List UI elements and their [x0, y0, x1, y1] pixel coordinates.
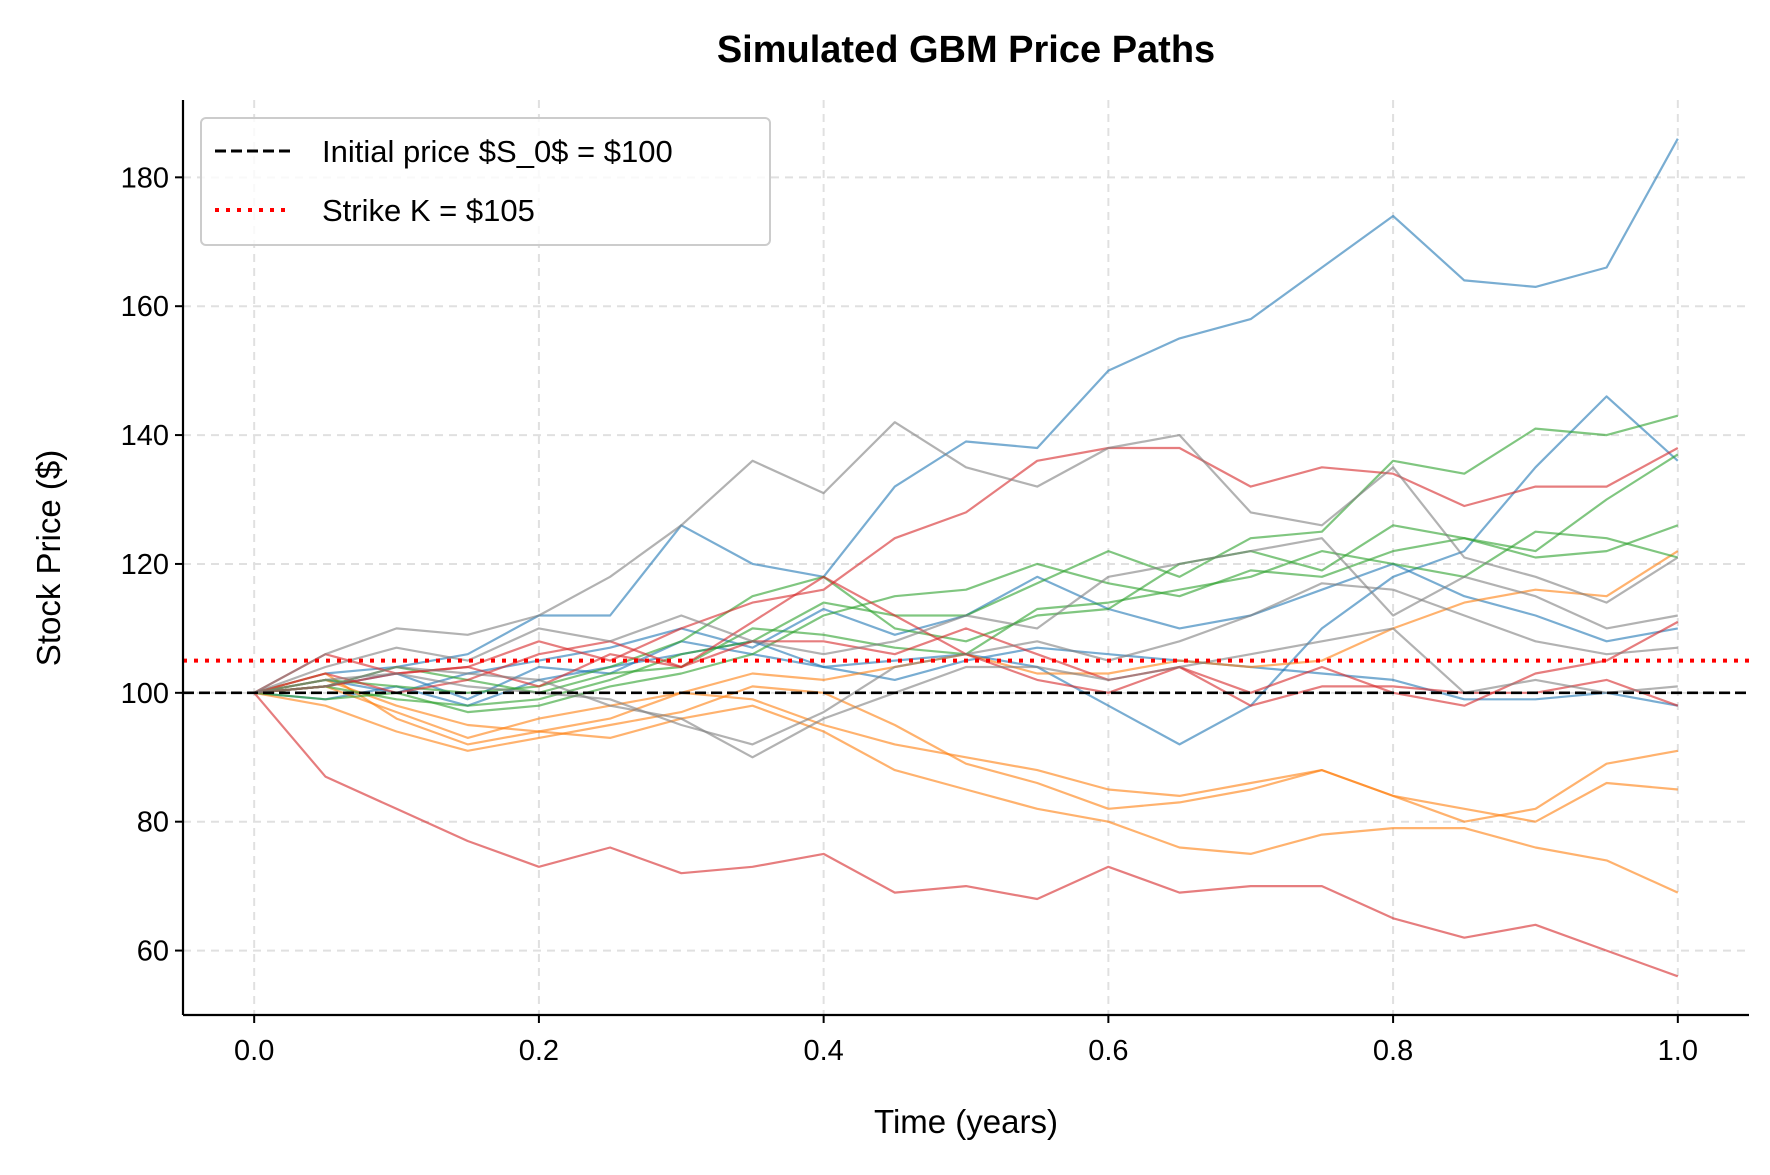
legend: Initial price $S_0$ = $100 Strike K = $1…	[200, 117, 771, 246]
price-path-19	[254, 582, 1678, 746]
x-tick-label: 0.2	[519, 1035, 559, 1067]
chart-title: Simulated GBM Price Paths	[717, 29, 1215, 71]
x-tick-label: 0.6	[1088, 1035, 1128, 1067]
y-tick-label: 60	[137, 936, 169, 968]
price-path-11	[254, 524, 1679, 714]
y-tick-label: 100	[121, 678, 169, 710]
price-path-1	[253, 138, 1679, 694]
legend-label-strike: Strike K = $105	[322, 193, 535, 228]
reference-lines	[183, 658, 1749, 695]
price-path-18	[253, 537, 1678, 694]
y-tick-label: 180	[121, 162, 169, 194]
price-path-20	[254, 627, 1678, 759]
price-path-17	[253, 421, 1679, 694]
x-tick-label: 0.0	[234, 1035, 274, 1067]
x-tick-label: 0.8	[1373, 1035, 1413, 1067]
price-path-13	[253, 446, 1679, 694]
x-axis-label: Time (years)	[874, 1103, 1058, 1140]
price-path-16	[253, 692, 1679, 978]
price-paths	[253, 138, 1679, 978]
y-tick-label: 160	[121, 291, 169, 323]
price-path-14	[253, 620, 1679, 707]
price-path-10	[254, 453, 1679, 694]
y-axis-label: Stock Price ($)	[30, 450, 67, 666]
x-tick-label: 1.0	[1658, 1035, 1698, 1067]
price-path-7	[254, 685, 1678, 823]
x-tick-label: 0.4	[803, 1035, 843, 1067]
legend-box	[200, 117, 771, 246]
legend-label-initial: Initial price $S_0$ = $100	[322, 134, 673, 169]
y-tick-label: 120	[121, 549, 169, 581]
price-path-8	[253, 672, 1679, 894]
axes: 0.0 0.2 0.4 0.6 0.8 1.0 60 80 100 120 140 160 180	[121, 100, 1749, 1067]
price-path-6	[254, 685, 1678, 823]
y-tick-label: 80	[137, 807, 169, 839]
y-tick-label: 140	[121, 420, 169, 452]
